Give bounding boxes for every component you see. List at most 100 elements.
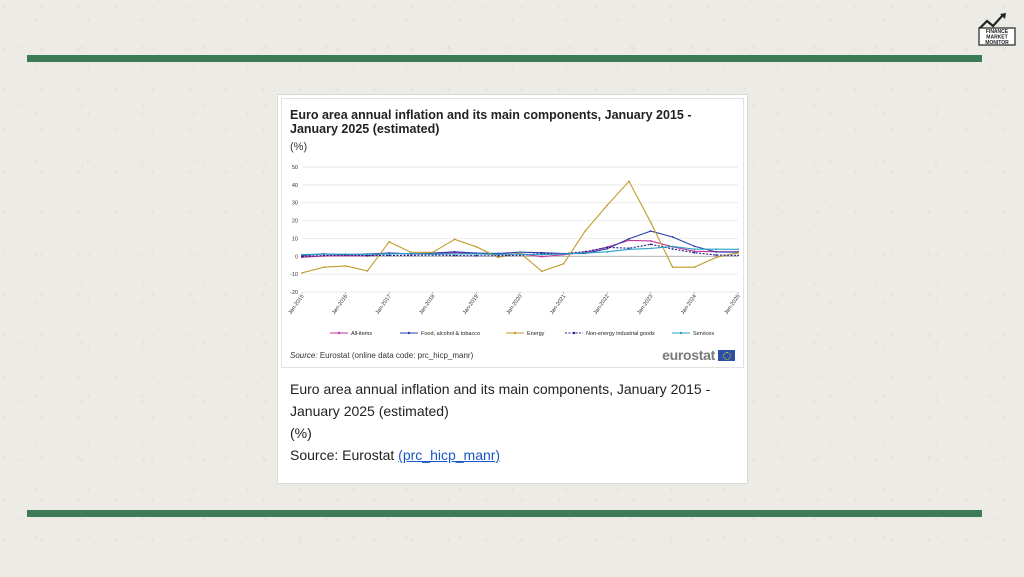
y-tick-label: -10	[290, 272, 298, 278]
caption-source-prefix: Source: Eurostat	[290, 447, 399, 463]
data-point	[344, 265, 347, 267]
bottom-divider	[27, 510, 982, 517]
legend-label: Food, alcohol & tobacco	[421, 331, 480, 337]
y-tick-label: 20	[292, 219, 298, 225]
data-point	[519, 251, 521, 254]
data-point	[388, 254, 391, 257]
y-tick-label: 30	[292, 201, 298, 207]
eurostat-wordmark: eurostat	[662, 347, 715, 363]
data-point	[715, 256, 718, 259]
data-point	[649, 221, 652, 224]
data-point	[693, 248, 696, 251]
data-point	[671, 245, 674, 248]
data-point	[606, 246, 609, 249]
data-point	[715, 251, 718, 253]
data-point	[475, 245, 478, 248]
data-point	[737, 251, 739, 254]
figure-card: -20 -10 0 10 20 30 40 50 Jan-2015 Jan-2016 Jan-201…	[277, 94, 748, 484]
data-point	[410, 254, 412, 257]
data-point	[628, 180, 630, 183]
data-point	[693, 245, 696, 248]
data-point	[344, 253, 347, 256]
legend-marker	[513, 331, 517, 335]
x-tick-label: Jan-2018	[418, 294, 436, 316]
inflation-chart: -20 -10 0 10 20 30 40 50 Jan-2015 Jan-2016 Jan-201…	[288, 165, 742, 337]
data-point	[584, 250, 587, 253]
data-point	[388, 253, 391, 255]
data-point	[301, 255, 303, 258]
legend-label: Energy	[527, 331, 545, 337]
x-tick-label: Jan-2017	[375, 294, 393, 316]
y-tick-label: 0	[295, 254, 298, 260]
x-tick-label: Jan-2024	[680, 294, 698, 316]
data-point	[649, 230, 652, 233]
data-point	[410, 252, 412, 255]
chart-panel: -20 -10 0 10 20 30 40 50 Jan-2015 Jan-2016 Jan-201…	[281, 98, 744, 368]
data-point	[431, 253, 434, 256]
data-point	[737, 248, 739, 251]
data-point	[562, 262, 565, 265]
data-point	[584, 229, 587, 232]
eu-flag-icon	[718, 349, 735, 361]
x-tick-label: Jan-2022	[593, 294, 611, 316]
data-point	[715, 254, 718, 256]
y-tick-label: 40	[292, 183, 298, 189]
caption-title: Euro area annual inflation and its main …	[290, 381, 711, 419]
data-point	[497, 256, 500, 259]
source-link[interactable]: (prc_hicp_manr)	[398, 447, 501, 463]
legend-marker	[407, 331, 411, 335]
legend-label: Non-energy industrial goods	[586, 331, 655, 337]
data-point	[737, 254, 739, 257]
y-tick-label: -20	[290, 290, 298, 296]
data-point	[693, 266, 696, 269]
data-point	[671, 236, 674, 238]
x-tick-label: Jan-2020	[506, 294, 524, 316]
data-point	[388, 240, 391, 243]
data-point	[671, 266, 674, 269]
data-point	[366, 254, 369, 257]
data-point	[322, 253, 325, 256]
data-point	[628, 237, 630, 240]
data-point	[606, 247, 609, 250]
legend-marker	[679, 331, 683, 335]
chart-source-label: Source:	[290, 351, 318, 360]
data-point	[628, 248, 630, 251]
data-point	[715, 248, 718, 251]
data-point	[475, 253, 478, 255]
chart-arrow-logo: FINANCE MARKET MONITOR	[978, 13, 1016, 46]
chart-unit: (%)	[290, 141, 308, 153]
legend-marker	[337, 331, 341, 335]
data-point	[584, 252, 587, 254]
x-tick-label: Jan-2019	[462, 294, 480, 316]
data-point	[453, 253, 456, 255]
data-point	[540, 253, 543, 256]
data-point	[649, 240, 652, 242]
data-point	[649, 243, 652, 246]
logo-text-3: MONITOR	[985, 40, 1009, 46]
data-point	[540, 252, 543, 255]
legend-label: Services	[693, 331, 714, 337]
legend-marker	[572, 331, 576, 335]
data-point	[693, 251, 696, 254]
data-point	[475, 254, 478, 257]
data-point	[540, 255, 543, 258]
data-point	[453, 254, 456, 257]
legend-label: All-items	[351, 331, 372, 337]
data-point	[649, 247, 652, 250]
data-point	[497, 254, 500, 257]
top-divider	[27, 55, 982, 62]
x-tick-label: Jan-2023	[636, 294, 654, 316]
data-point	[519, 253, 521, 256]
x-tick-label: Jan-2015	[288, 294, 306, 316]
data-point	[366, 270, 369, 272]
data-point	[453, 250, 456, 253]
eurostat-logo: eurostat	[662, 347, 735, 363]
y-tick-label: 50	[292, 165, 298, 171]
chart-source: Source: Eurostat (online data code: prc_…	[290, 351, 473, 360]
data-point	[366, 253, 369, 256]
data-point	[562, 252, 565, 255]
data-point	[497, 253, 500, 256]
x-tick-label: Jan-2025	[724, 294, 742, 316]
data-point	[322, 266, 325, 269]
y-tick-label: 10	[292, 236, 298, 242]
